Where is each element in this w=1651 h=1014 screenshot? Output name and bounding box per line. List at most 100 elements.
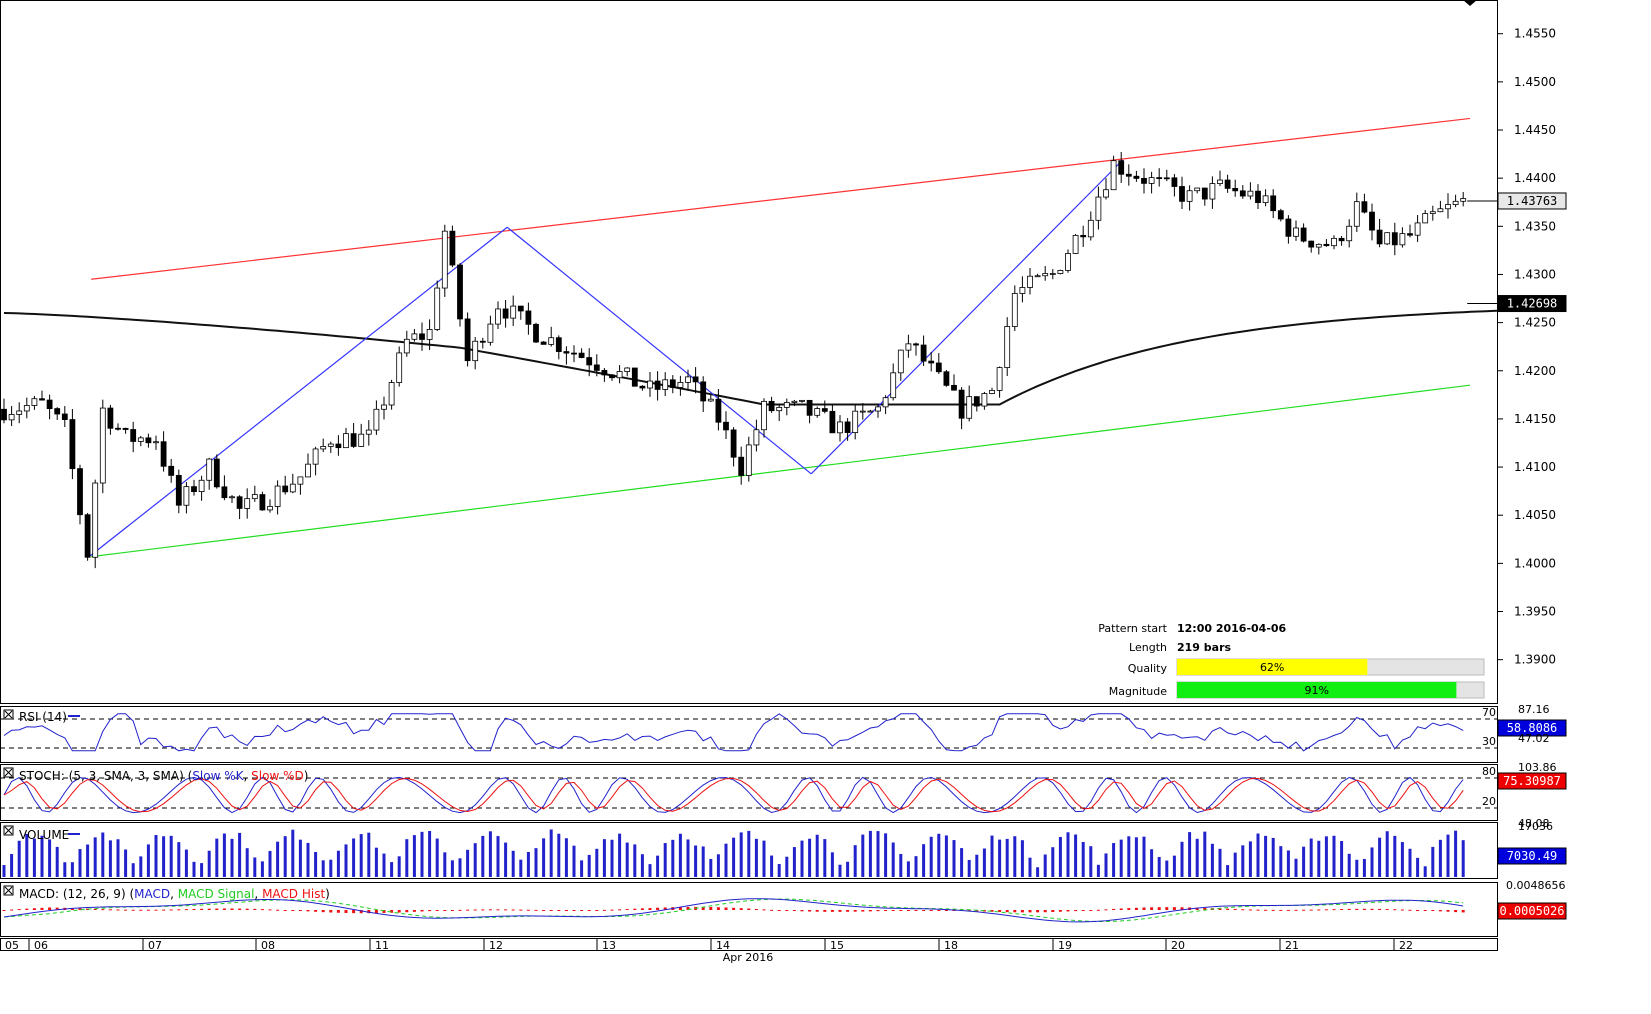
volume-bar bbox=[777, 864, 781, 877]
macd-hist-bar bbox=[435, 910, 439, 911]
macd-hist-bar bbox=[815, 910, 819, 912]
macd-hist-bar bbox=[245, 908, 249, 910]
rsi-low-value: 47.02 bbox=[1518, 732, 1550, 745]
candle bbox=[510, 305, 517, 319]
candle bbox=[1422, 213, 1429, 224]
volume-bar bbox=[420, 831, 424, 877]
macd-hist-bar bbox=[656, 907, 660, 910]
candle bbox=[1353, 201, 1360, 227]
macd-hist-bar bbox=[1180, 907, 1184, 910]
volume-bar bbox=[633, 844, 637, 877]
macd-hist-bar bbox=[496, 909, 500, 911]
volume-bar bbox=[1264, 835, 1268, 877]
volume-bar bbox=[671, 839, 675, 877]
volume-bar bbox=[154, 835, 158, 877]
volume-bar bbox=[1233, 852, 1237, 877]
volume-bar bbox=[1172, 855, 1176, 877]
macd-hist-bar bbox=[1279, 909, 1283, 911]
macd-hist-bar bbox=[1172, 907, 1176, 910]
volume-bar bbox=[1074, 834, 1078, 877]
time-tick-label: 21 bbox=[1285, 939, 1299, 952]
volume-bar bbox=[724, 843, 728, 877]
candle bbox=[897, 349, 904, 374]
macd-hist-bar bbox=[899, 910, 903, 911]
volume-bar bbox=[800, 840, 804, 877]
volume-bar bbox=[86, 844, 90, 877]
price-tick-label: 1.4300 bbox=[1514, 267, 1556, 281]
macd-hist-bar bbox=[397, 910, 401, 913]
volume-bar bbox=[1408, 848, 1412, 877]
volume-bar bbox=[944, 835, 948, 877]
moving-average-layer bbox=[3, 309, 1509, 406]
volume-bar bbox=[1347, 853, 1351, 877]
macd-hist-bar bbox=[1165, 907, 1169, 910]
macd-hist-bar bbox=[1324, 909, 1328, 911]
volume-bar bbox=[1438, 839, 1442, 877]
candle bbox=[1042, 273, 1049, 277]
volume-bar bbox=[63, 862, 67, 877]
volume-bar bbox=[906, 861, 910, 877]
volume-bar bbox=[709, 858, 713, 877]
resistance-line bbox=[91, 117, 1471, 280]
volume-bar bbox=[1340, 841, 1344, 877]
candle bbox=[1399, 233, 1406, 246]
candle bbox=[1414, 222, 1421, 236]
macd-hist-bar bbox=[1385, 909, 1389, 911]
candle bbox=[654, 380, 661, 390]
macd-hist-bar bbox=[906, 910, 910, 911]
volume-bar bbox=[937, 833, 941, 877]
macd-hist-bar bbox=[1142, 907, 1146, 910]
candle bbox=[175, 475, 182, 506]
volume-bar bbox=[321, 860, 325, 877]
volume-bar bbox=[967, 859, 971, 877]
price-tick-label: 1.4200 bbox=[1514, 364, 1556, 378]
candle bbox=[806, 399, 813, 416]
price-tick-label: 1.4150 bbox=[1514, 412, 1556, 426]
volume-bar bbox=[1286, 850, 1290, 877]
candle bbox=[1217, 179, 1223, 184]
macd-hist-bar bbox=[732, 907, 736, 910]
macd-hist-bar bbox=[557, 910, 561, 911]
macd-hist-bar bbox=[1066, 910, 1070, 912]
volume-bar bbox=[648, 864, 652, 877]
macd-hist-bar bbox=[549, 910, 553, 911]
scroll-marker-icon[interactable] bbox=[1463, 0, 1477, 6]
moving-average-line bbox=[3, 309, 1509, 406]
candle bbox=[198, 479, 205, 492]
candle bbox=[1156, 177, 1163, 179]
candle bbox=[685, 376, 691, 383]
volume-bar bbox=[1005, 838, 1009, 877]
volume-bar bbox=[344, 844, 348, 877]
macd-hist-bar bbox=[1036, 910, 1040, 913]
candle bbox=[1429, 211, 1436, 214]
candle bbox=[8, 414, 15, 421]
time-tick-label: 12 bbox=[489, 939, 503, 952]
candle bbox=[1445, 204, 1451, 210]
macd-hist-bar bbox=[1416, 910, 1420, 911]
candle bbox=[289, 483, 296, 493]
macd-hist-bar bbox=[260, 909, 264, 911]
magnitude-label: Magnitude bbox=[1109, 685, 1168, 698]
macd-hist-bar bbox=[1355, 908, 1359, 910]
volume-bar bbox=[1203, 831, 1207, 877]
volume-bar bbox=[314, 851, 318, 877]
volume-bar bbox=[428, 830, 432, 877]
candle bbox=[183, 486, 190, 506]
volume-bar bbox=[884, 833, 888, 877]
volume-bar bbox=[564, 838, 568, 877]
volume-bar bbox=[1119, 839, 1123, 877]
macd-hist-bar bbox=[1127, 908, 1131, 910]
candle bbox=[1103, 189, 1109, 198]
candle bbox=[23, 405, 30, 412]
pattern-leg bbox=[810, 159, 1124, 475]
candle bbox=[1, 408, 7, 421]
macd-hist-bar bbox=[1089, 910, 1093, 911]
macd-hist-bar bbox=[443, 910, 447, 911]
candle bbox=[715, 398, 722, 423]
stoch-pane: STOCH: (5, 3, SMA, 3, SMA) (Slow %K, Slo… bbox=[0, 761, 1557, 830]
candle bbox=[259, 494, 266, 511]
candle bbox=[852, 410, 859, 433]
stoch-level-20: 20 bbox=[1482, 795, 1496, 808]
macd-hist-bar bbox=[504, 909, 508, 911]
time-tick-label: 18 bbox=[944, 939, 958, 952]
